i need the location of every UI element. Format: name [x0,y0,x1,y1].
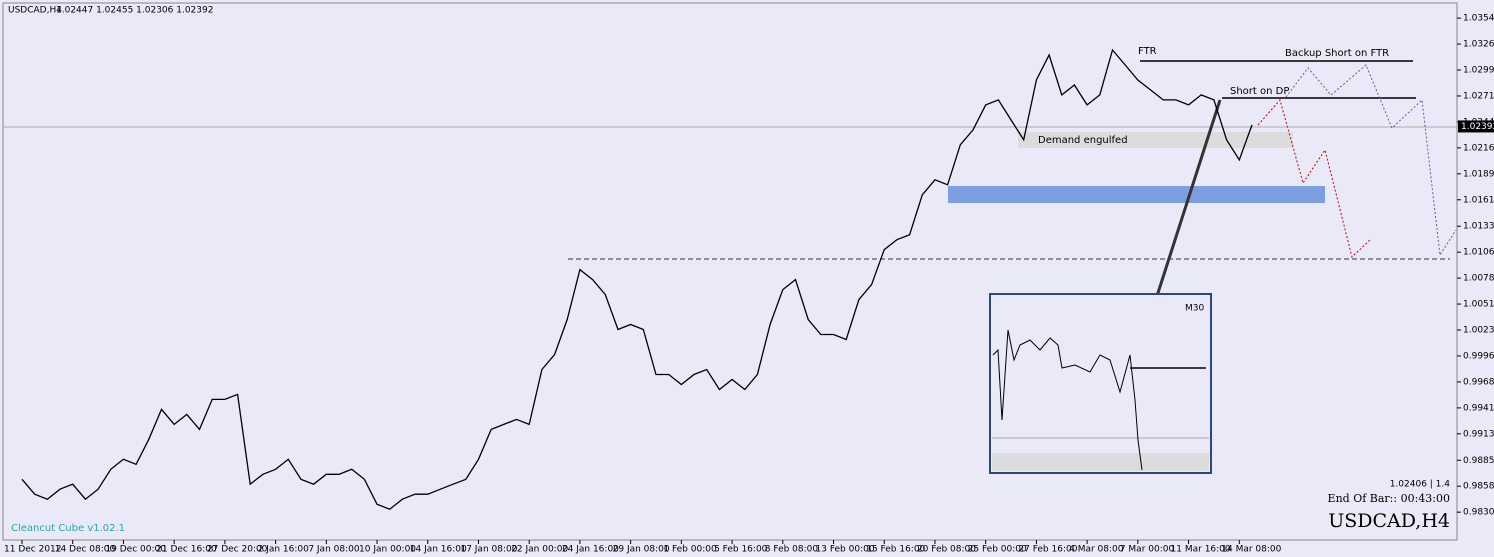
x-tick-label: 10 Jan 00:00 [359,545,416,555]
annotation: Short on DP [1230,86,1289,97]
y-tick-label: 1.02165 [1463,143,1494,153]
blue-zone [948,186,1325,203]
x-tick-label: 22 Jan 00:00 [511,545,568,555]
x-tick-label: 17 Jan 08:00 [460,545,517,555]
y-tick-label: 1.00785 [1463,274,1494,284]
price-line [21,48,1253,510]
x-tick-label: 14 Dec 08:00 [55,545,116,555]
x-tick-label: 11 Mar 16:00 [1171,545,1231,555]
watermark: USDCAD,H4 [1328,510,1450,532]
info-line: 1.02406 | 1.4 [1390,480,1451,490]
inset-label: M30 [1185,304,1204,314]
symbol: USDCAD,H4 [8,6,62,16]
ohlc: 1.02447 1.02455 1.02306 1.02392 [56,6,213,16]
x-tick-label: 1 Feb 00:00 [663,545,717,555]
x-tick-label: 4 Mar 08:00 [1069,545,1124,555]
x-tick-label: 7 Mar 00:00 [1120,545,1175,555]
x-tick-label: 25 Feb 00:00 [968,545,1027,555]
y-tick-label: 1.01335 [1463,222,1494,232]
x-tick-label: 14 Mar 08:00 [1221,545,1281,555]
y-tick-label: 1.00510 [1463,300,1494,310]
y-tick-label: 1.01060 [1463,248,1494,258]
projection-red [1257,98,1371,258]
x-tick-label: 11 Dec 2012 [4,545,62,555]
price-box [1458,120,1494,133]
annotation: Demand engulfed [1038,135,1128,146]
x-tick-label: 13 Feb 00:00 [816,545,875,555]
y-tick-label: 0.98305 [1463,508,1494,518]
end-of-bar: End Of Bar:: 00:43:00 [1328,492,1450,505]
annotation: Backup Short on FTR [1285,48,1389,59]
y-tick-label: 1.03265 [1463,40,1494,50]
y-tick-label: 0.98855 [1463,456,1494,466]
plot-frame [2,2,1458,541]
current-price: 1.02392 [1461,122,1494,132]
x-tick-label: 21 Dec 16:00 [156,545,217,555]
x-tick-label: 15 Feb 16:00 [866,545,925,555]
x-tick-label: 20 Feb 08:00 [917,545,976,555]
indicator-name: Cleancut Cube v1.02.1 [11,523,125,534]
y-tick-label: 0.99685 [1463,377,1494,387]
x-tick-label: 8 Feb 08:00 [765,545,819,555]
y-tick-label: 1.00235 [1463,326,1494,336]
x-tick-label: 29 Jan 08:00 [613,545,670,555]
x-tick-label: 14 Jan 16:00 [410,545,467,555]
x-tick-label: 2 Jan 16:00 [258,545,310,555]
y-tick-label: 1.03540 [1463,14,1494,24]
y-tick-label: 1.01615 [1463,195,1494,205]
x-tick-label: 5 Feb 16:00 [714,545,768,555]
x-tick-label: 7 Jan 08:00 [308,545,360,555]
inset-zone [992,453,1209,471]
inset-price [992,329,1143,471]
y-tick-label: 1.02990 [1463,66,1494,76]
inset-frame [989,293,1212,474]
x-tick-label: 24 Jan 16:00 [562,545,619,555]
y-tick-label: 1.01890 [1463,169,1494,179]
annotation: FTR [1138,46,1157,57]
projection-purple [1285,64,1457,257]
x-tick-label: 27 Dec 20:00 [207,545,268,555]
y-tick-label: 0.99135 [1463,429,1494,439]
x-tick-label: 19 Dec 00:00 [105,545,166,555]
y-tick-label: 1.02715 [1463,91,1494,101]
x-tick-label: 27 Feb 16:00 [1018,545,1077,555]
demand-zone [1018,132,1293,148]
